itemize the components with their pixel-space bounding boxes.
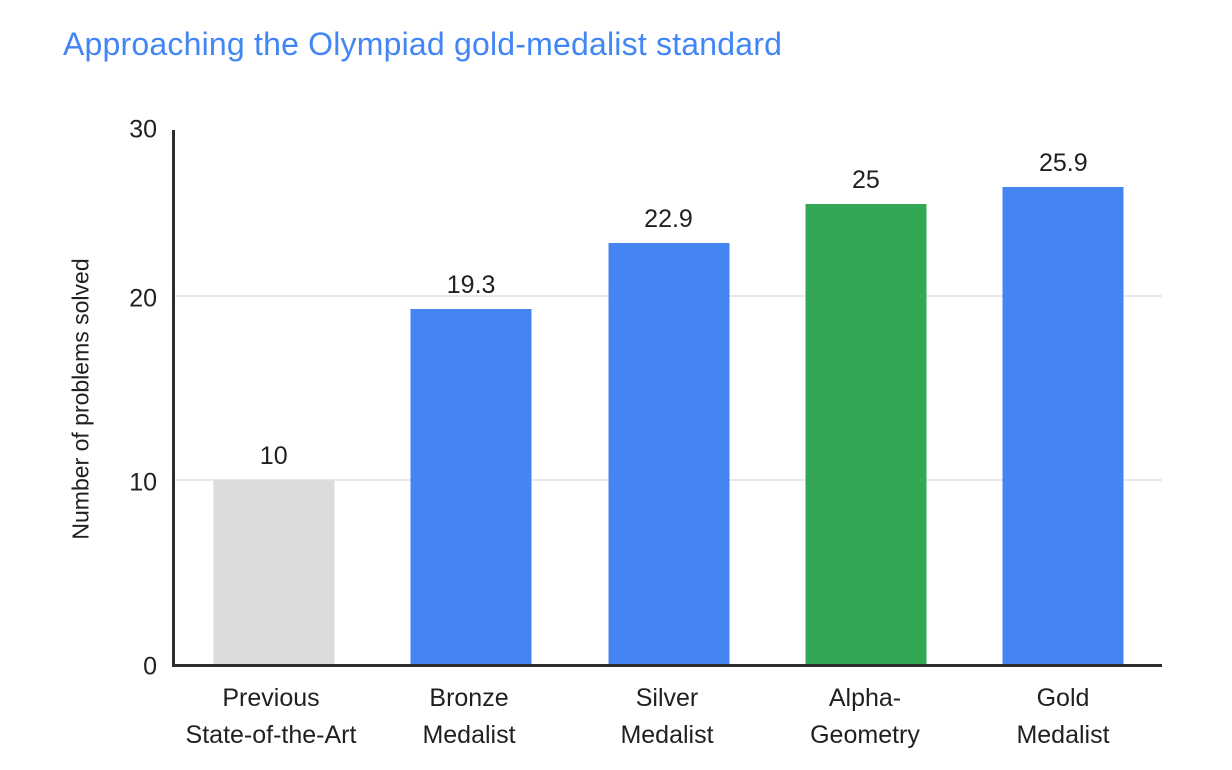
bar — [805, 204, 927, 664]
bar-group: 10 — [175, 130, 372, 664]
x-axis-category-label: Alpha- Geometry — [810, 684, 920, 749]
bar-value-label: 25.9 — [1038, 149, 1088, 178]
bar-group: 19.3 — [372, 130, 569, 664]
chart-title: Approaching the Olympiad gold-medalist s… — [63, 26, 783, 62]
bar-value-label: 19.3 — [446, 270, 496, 299]
x-axis-labels: Previous State-of-the-Art Bronze Medalist Si… — [172, 680, 1162, 754]
x-axis-category-label: Gold Medalist — [1016, 684, 1110, 749]
x-axis-category-label: Bronze Medalist — [422, 684, 516, 749]
bar — [608, 242, 730, 664]
bar-group: 25.9 — [965, 130, 1162, 664]
bars: 10 19.3 22.9 25 25.9 — [175, 130, 1162, 664]
y-axis-tick-label: 30 — [129, 115, 157, 144]
x-axis-category-label: Previous State-of-the-Art — [185, 684, 357, 749]
y-axis-tick-label: 0 — [143, 652, 157, 681]
bar — [410, 308, 532, 664]
plot-area: 10 19.3 22.9 25 25.9 — [172, 130, 1162, 667]
bar — [213, 480, 335, 664]
y-axis-tick-label: 10 — [129, 468, 157, 497]
x-axis-category-label: Silver Medalist — [620, 684, 714, 749]
y-axis-ticks: 0 10 20 30 — [0, 117, 157, 679]
bar — [1002, 187, 1124, 664]
bar-group: 22.9 — [570, 130, 767, 664]
bar-value-label: 22.9 — [644, 204, 693, 233]
bar-group: 25 — [767, 130, 964, 664]
y-axis-tick-label: 20 — [129, 284, 157, 313]
bar-value-label: 25 — [852, 166, 880, 194]
bar-value-label: 10 — [259, 442, 288, 470]
